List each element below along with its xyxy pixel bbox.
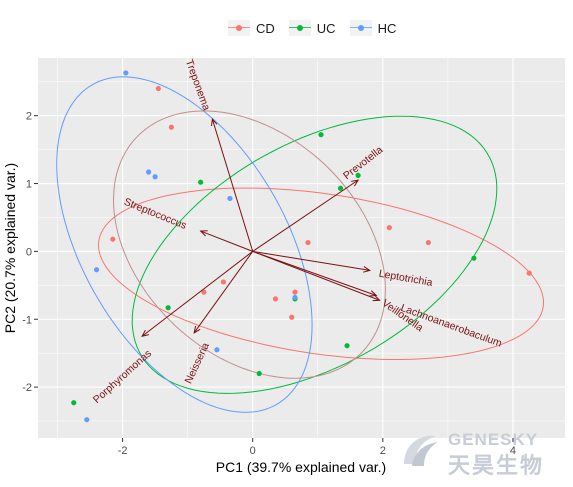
point-cd	[289, 314, 295, 320]
x-tick-label: 0	[250, 445, 256, 457]
point-hc	[84, 417, 90, 423]
point-hc	[152, 174, 158, 180]
x-axis-label: PC1 (39.7% explained var.)	[216, 459, 386, 475]
point-uc	[318, 132, 324, 138]
point-cd	[386, 225, 392, 231]
ellipse-cd	[97, 187, 545, 360]
data-points	[71, 70, 532, 423]
arrowhead-streptococcus	[199, 230, 208, 237]
point-uc	[337, 185, 344, 191]
arrow-treponema	[211, 118, 254, 252]
point-uc	[256, 370, 262, 377]
x-tick-label: 2	[380, 445, 386, 457]
legend-label-cd: CD	[256, 20, 275, 36]
point-cd	[220, 279, 227, 285]
genesky-logo-icon	[404, 435, 438, 466]
point-cd	[155, 85, 161, 92]
point-cd	[201, 289, 207, 295]
point-hc	[146, 169, 152, 175]
arrow-leptotrichia	[252, 250, 370, 271]
y-axis-ticks: -2 -1 0 1 2	[22, 111, 38, 394]
y-tick-label: -1	[22, 314, 32, 326]
legend: CD UC HC	[228, 16, 396, 40]
ellipse-overall	[112, 110, 386, 379]
legend-item-uc: UC	[288, 20, 336, 36]
legend-key-cd	[228, 20, 250, 36]
watermark: GENESKY 天昊生物	[398, 428, 568, 478]
group-ellipses	[56, 76, 545, 413]
y-tick-label: -2	[22, 382, 32, 394]
point-uc	[355, 172, 361, 178]
point-cd	[425, 239, 431, 246]
arrowhead-prevotella	[351, 179, 360, 187]
arrow-prevotella	[252, 179, 359, 252]
arrowhead-lachnoanaerobaculum	[369, 290, 378, 297]
arrowhead-neisseria	[193, 325, 201, 334]
panel-background	[38, 58, 565, 438]
point-uc	[198, 179, 204, 185]
legend-key-hc	[349, 20, 372, 36]
y-tick-label: 1	[26, 179, 32, 191]
arrow-porphyromonas	[141, 250, 254, 337]
point-cd	[526, 270, 532, 276]
point-uc	[344, 343, 350, 349]
y-tick-label: 0	[26, 246, 32, 258]
arrow-veillonella	[252, 250, 380, 301]
point-uc	[71, 400, 77, 406]
legend-key-uc	[288, 20, 311, 36]
arrowhead-treponema	[211, 117, 218, 127]
watermark-english: GENESKY	[448, 430, 539, 449]
legend-label-uc: UC	[316, 20, 336, 36]
x-tick-label: 4	[510, 445, 516, 457]
arrow-lachnoanaerobaculum	[252, 250, 377, 296]
x-tick-label: -2	[118, 445, 128, 457]
point-cd	[305, 239, 311, 246]
ellipse-hc	[56, 76, 313, 413]
legend-item-cd: CD	[228, 20, 275, 36]
arrowhead-leptotrichia	[362, 266, 372, 273]
loading-arrows	[141, 117, 381, 337]
arrowhead-veillonella	[372, 294, 381, 302]
y-tick-label: 2	[26, 111, 32, 123]
point-uc	[165, 305, 171, 311]
point-hc	[292, 294, 298, 301]
legend-item-hc: HC	[349, 20, 397, 36]
point-hc	[227, 195, 233, 202]
ellipse-uc	[131, 115, 498, 394]
point-hc	[93, 267, 100, 273]
point-hc	[123, 70, 129, 76]
arrow-streptococcus	[200, 230, 253, 252]
watermark-chinese: 天昊生物	[448, 453, 545, 478]
point-cd	[292, 289, 298, 295]
legend-label-hc: HC	[377, 20, 397, 36]
arrow-neisseria	[193, 251, 254, 334]
x-axis-ticks: -2 0 2 4	[118, 438, 516, 457]
point-cd	[272, 296, 279, 302]
y-axis-label: PC2 (20.7% explained var.)	[2, 163, 18, 333]
point-cd	[168, 124, 174, 130]
point-hc	[214, 347, 220, 353]
grid-lines	[38, 58, 565, 438]
point-cd	[110, 236, 116, 242]
arrowhead-porphyromonas	[141, 329, 150, 337]
point-uc	[471, 255, 477, 261]
